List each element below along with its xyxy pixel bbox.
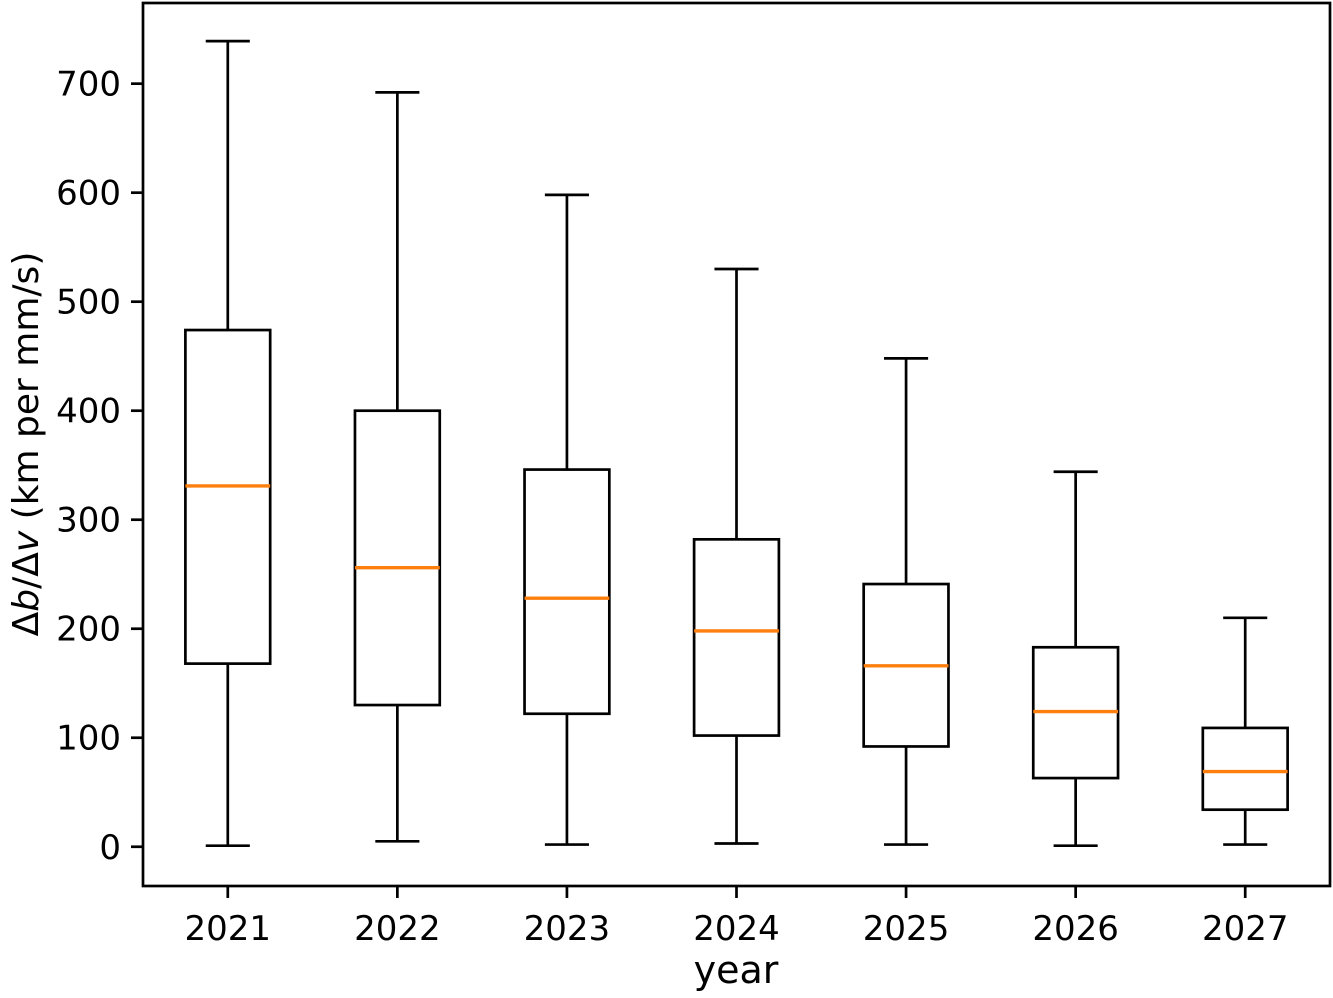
x-tick-label: 2026 [1032, 909, 1119, 949]
y-tick-label: 500 [56, 283, 121, 323]
ylabel-italic-part: b [6, 589, 47, 612]
y-axis-label: Δb/Δv (km per mm/s) [6, 252, 47, 637]
iqr-box [523, 468, 611, 716]
ylabel-part: /Δ [6, 552, 47, 589]
y-tick-label: 400 [56, 392, 121, 432]
y-tick-label: 600 [56, 174, 121, 214]
iqr-box [1201, 726, 1289, 812]
x-tick-label: 2021 [185, 909, 272, 949]
ylabel-part: (km per mm/s) [6, 252, 47, 531]
ylabel-part: Δ [6, 611, 47, 636]
x-tick-label: 2022 [354, 909, 441, 949]
x-tick-label: 2023 [524, 909, 611, 949]
box-2025 [862, 357, 950, 846]
x-tick-label: 2024 [693, 909, 780, 949]
box-2026 [1031, 470, 1120, 848]
y-tick-label: 300 [56, 501, 121, 541]
x-axis-label: year [694, 948, 779, 992]
box-2021 [184, 39, 272, 848]
y-tick-label: 0 [99, 828, 121, 868]
x-tick-label: 2025 [863, 909, 950, 949]
box-2027 [1201, 616, 1289, 846]
y-tick-label: 700 [56, 65, 121, 105]
ylabel-italic-part: v [6, 530, 47, 552]
y-tick-label: 200 [56, 610, 121, 650]
iqr-box [692, 537, 781, 737]
plot-content: 0 100 200 300 400 500 600 700 2021 2022 2023 2024 20… [56, 1, 1332, 949]
iqr-box [353, 409, 442, 707]
box-2024 [692, 267, 781, 845]
iqr-box [184, 328, 272, 665]
x-tick-label: 2027 [1202, 909, 1289, 949]
y-tick-label: 100 [56, 719, 121, 759]
box-2022 [353, 91, 442, 843]
box-2023 [523, 193, 611, 846]
